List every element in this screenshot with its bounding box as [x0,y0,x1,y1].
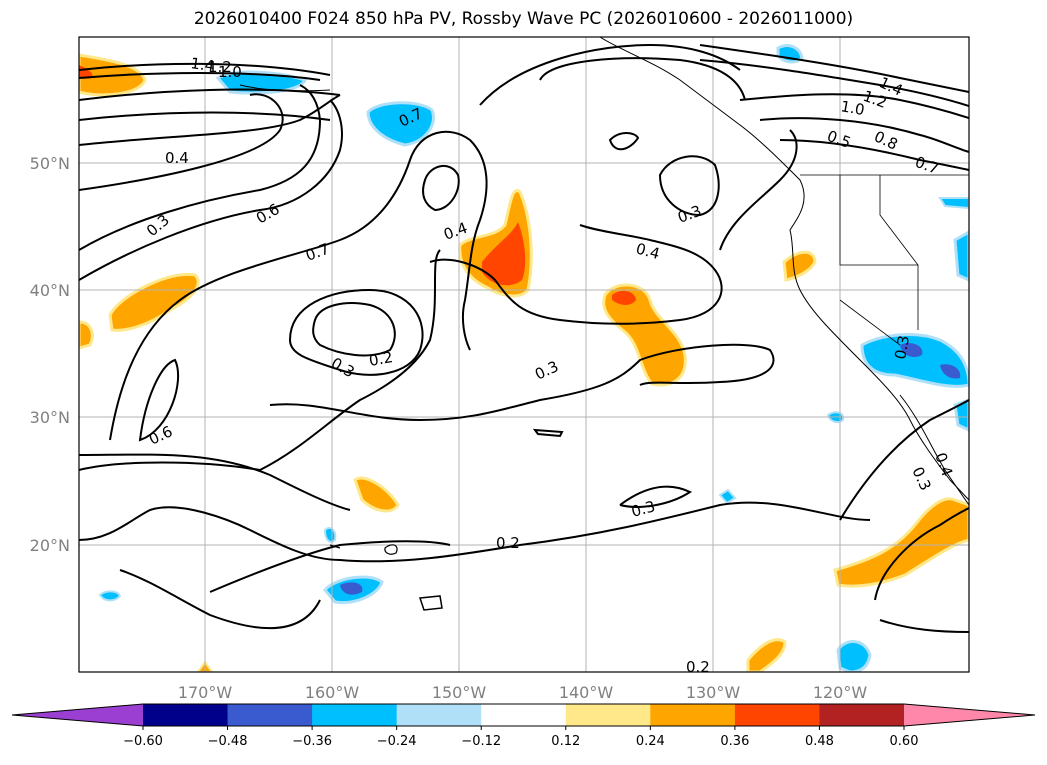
contour-label: 1.0 [839,97,866,119]
graticule [79,37,969,672]
colorbar-segment [227,704,313,726]
lon-tick-label: 150°W [432,683,487,702]
colorbar-segment [734,704,820,726]
contour-label: 0.3 [629,497,657,521]
pv-contours [79,43,969,633]
colorbar-tick-label: −0.48 [208,734,248,749]
lon-tick-label: 140°W [559,683,614,702]
contour-label: 0.3 [891,334,913,361]
strong-positive-patch [482,222,526,286]
colorbar-tick-label: 0.36 [720,734,749,749]
negative-anomaly-patch [953,230,969,282]
contour-label: 0.4 [634,239,662,263]
colorbar-segment [565,704,651,726]
colorbar-segment [143,704,229,726]
colorbar-tick-label: −0.60 [123,734,163,749]
lon-axis: 170°W 160°W 150°W 140°W 130°W 120°W [178,683,868,702]
coastlines [239,37,969,611]
positive-anomaly-patch [79,320,94,350]
lat-axis: 50°N 40°N 30°N 20°N [30,154,70,555]
colorbar-tick-label: 0.24 [636,734,665,749]
positive-anomaly-patch [782,250,817,282]
colorbar-extend-max [904,704,1035,726]
contour-label: 0.4 [165,149,189,167]
contour-label: 0.2 [686,658,710,676]
colorbar-segment [650,704,736,726]
colorbar-segment [396,704,482,726]
colorbar-tick-label: −0.24 [377,734,417,749]
contour-label: 0.2 [368,348,395,370]
colorbar-tick-label: 0.12 [551,734,580,749]
lon-tick-label: 170°W [178,683,233,702]
negative-anomaly-patch [836,640,872,672]
lon-tick-label: 120°W [813,683,868,702]
positive-anomaly-patch [353,476,400,513]
strong-negative-patch [900,343,923,357]
lat-tick-label: 20°N [30,536,70,555]
negative-anomaly-patch [215,70,308,95]
colorbar-tick-label: −0.36 [292,734,332,749]
strong-negative-patch [340,582,363,595]
colorbar-extend-min [12,704,143,726]
contour-label: 1.0 [218,63,242,81]
positive-anomaly-patch [602,283,687,387]
colorbar-tick-label: 0.60 [890,734,919,749]
map-frame [78,36,970,673]
positive-anomaly-patch [746,638,787,672]
lon-tick-label: 130°W [686,683,741,702]
lat-tick-label: 40°N [30,281,70,300]
lat-tick-label: 50°N [30,154,70,173]
lat-tick-label: 30°N [30,408,70,427]
colorbar-segment [481,704,567,726]
colorbar: −0.60 −0.48 −0.36 −0.24 −0.12 0.12 0.24 0.36 0.4… [11,703,1036,749]
negative-anomaly-patch [366,101,435,147]
strong-positive-patch [79,65,93,79]
contour-label: 1.2 [208,58,232,76]
strong-negative-patch [940,364,961,379]
contour-label: 1.4 [189,54,215,75]
colorbar-segment [312,704,398,726]
colorbar-segment [819,704,905,726]
colorbar-tick-label: 0.48 [805,734,834,749]
negative-anomaly-patch [323,527,337,543]
negative-anomaly-patch [98,590,122,602]
plot-title: 2026010400 F024 850 hPa PV, Rossby Wave … [193,9,854,29]
contour-label: 0.2 [496,534,520,552]
negative-anomaly-patch [718,488,737,505]
lon-tick-label: 160°W [305,683,360,702]
negative-anomaly-patch [938,197,969,210]
strong-positive-patch [612,290,636,305]
colorbar-tick-label: −0.12 [461,734,501,749]
